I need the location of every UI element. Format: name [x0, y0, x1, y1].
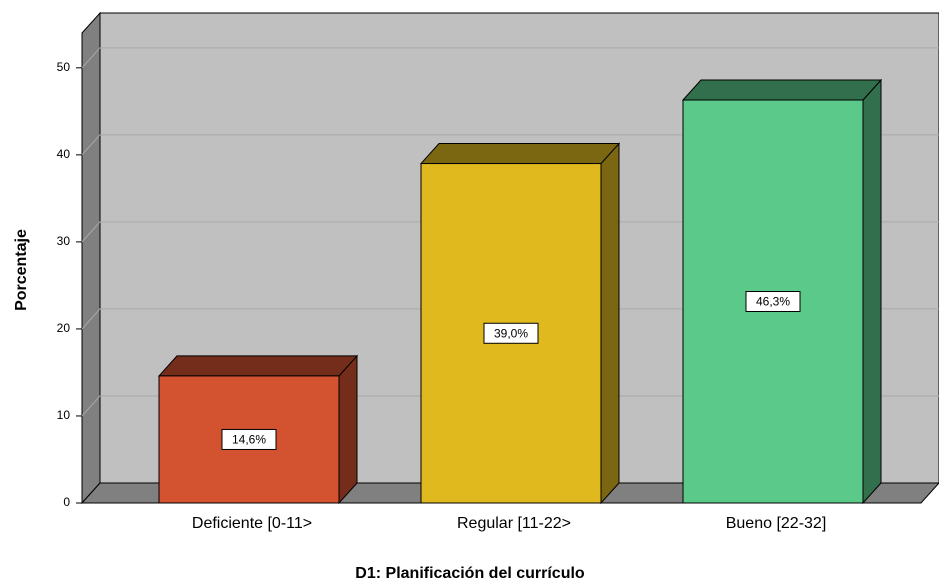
- x-tick-label: Deficiente [0-11>: [192, 515, 312, 532]
- y-tick-label: 40: [57, 147, 71, 161]
- value-label: 14,6%: [232, 433, 266, 447]
- y-tick-label: 50: [57, 60, 71, 74]
- value-label-box: [483, 322, 539, 344]
- y-axis-title: Porcentaje: [13, 229, 30, 311]
- bar-top: [157, 355, 359, 377]
- bar-top: [681, 79, 883, 101]
- grid-line: [81, 221, 939, 243]
- value-label-box: [221, 428, 277, 450]
- x-axis-title: D1: Planificación del currículo: [355, 565, 585, 582]
- bar-side: [600, 142, 620, 505]
- bar-top: [419, 143, 621, 165]
- value-label: 39,0%: [494, 326, 528, 340]
- value-label: 46,3%: [756, 295, 790, 309]
- grid: [81, 47, 939, 417]
- grid-line: [81, 47, 939, 69]
- bar-side: [338, 354, 358, 505]
- value-label-box: [745, 291, 801, 313]
- bars: 14,6% 39,0% 46,3%: [157, 78, 883, 505]
- y-tick-label: 0: [63, 495, 70, 509]
- bar-side: [862, 78, 882, 505]
- grid-line: [81, 134, 939, 156]
- grid-line: [81, 395, 939, 417]
- y-tick-label: 10: [57, 408, 71, 422]
- y-tick-label: 30: [57, 234, 71, 248]
- y-tick-label: 20: [57, 321, 71, 335]
- x-tick-label: Bueno [22-32]: [726, 515, 827, 532]
- left-wall: [81, 11, 101, 505]
- x-tick-label: Regular [11-22>: [457, 515, 571, 532]
- grid-line: [81, 308, 939, 330]
